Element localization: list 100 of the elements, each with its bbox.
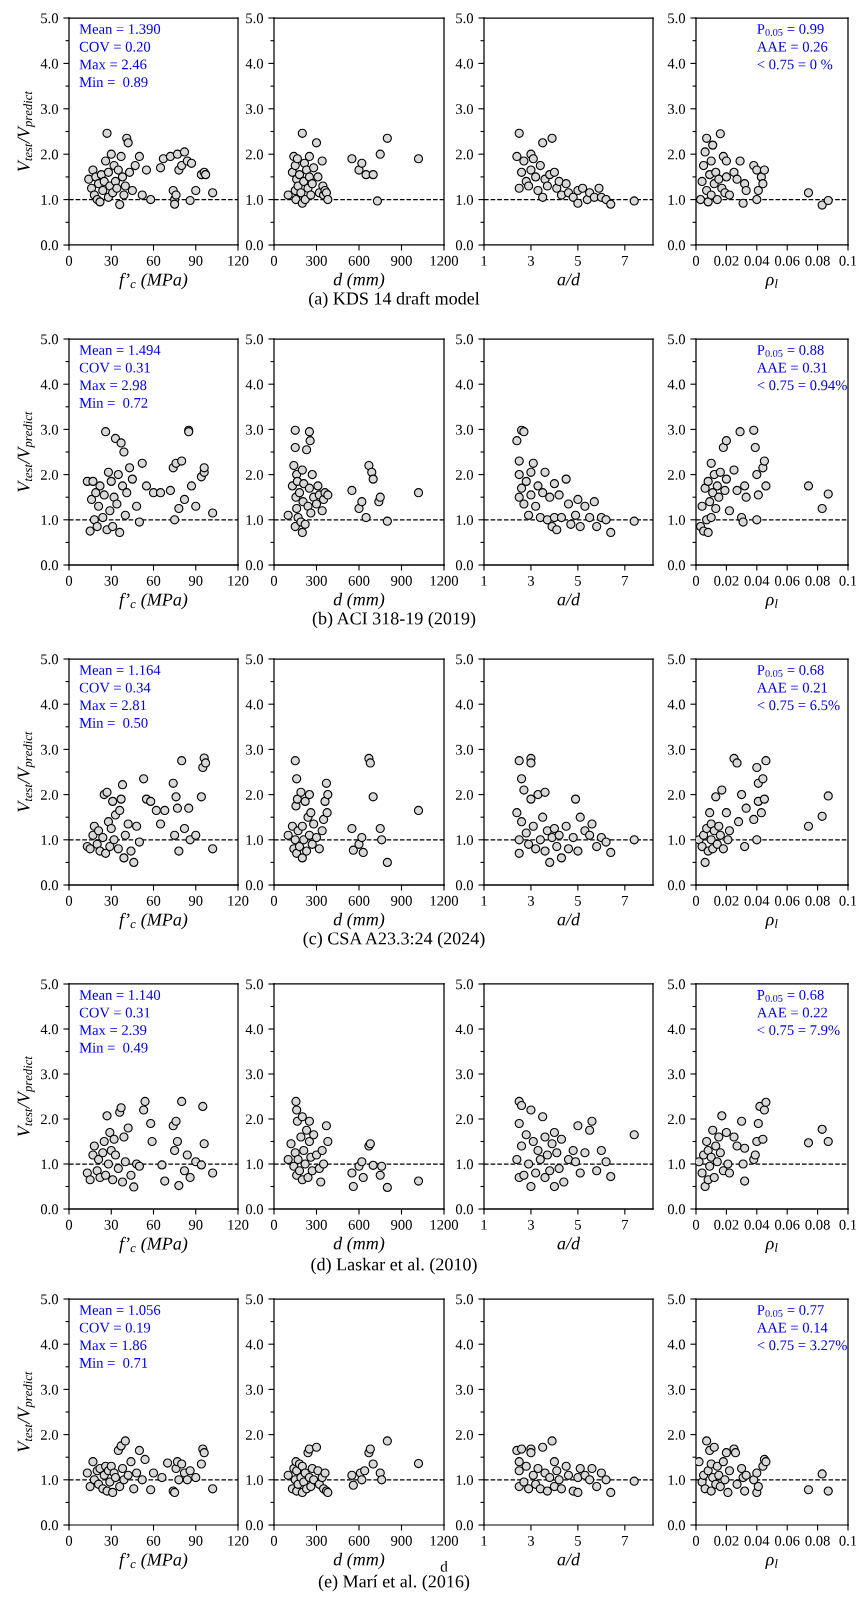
x-tick-label: 0 bbox=[65, 575, 73, 586]
x-tick-label: 0.06 bbox=[775, 895, 800, 906]
y-tick-label: 2.0 bbox=[245, 1429, 264, 1440]
x-tick-label: 0.1 bbox=[839, 255, 857, 266]
x-tick-label: 30 bbox=[104, 1219, 118, 1230]
x-tick-label: 5 bbox=[575, 575, 581, 586]
y-tick-label: 3.0 bbox=[246, 104, 264, 115]
x-tick-label: 600 bbox=[348, 575, 370, 586]
x-tick-label: 1200 bbox=[430, 1535, 459, 1546]
x-tick-label: 1 bbox=[481, 255, 487, 266]
y-tick-label: 4.0 bbox=[245, 699, 264, 710]
y-tick-label: 3.0 bbox=[668, 104, 686, 115]
x-axis-title: a/d bbox=[557, 1236, 581, 1250]
y-axis-title: V$_{test}$/V$_{predict}$ bbox=[17, 1055, 35, 1137]
y-tick-label: 1.0 bbox=[668, 515, 686, 526]
y-tick-label: 4.0 bbox=[667, 699, 686, 710]
annotation: Mean = 1.140 bbox=[79, 990, 161, 1000]
annotation: Max = 2.39 bbox=[79, 1025, 147, 1036]
annotation: Min = 0.89 bbox=[79, 77, 148, 88]
x-tick-label: 1 bbox=[481, 575, 487, 586]
y-tick-label: 4.0 bbox=[40, 1024, 59, 1035]
y-tick-label: 3.0 bbox=[668, 1069, 686, 1080]
annotation: AAE = 0.22 bbox=[756, 1007, 827, 1018]
y-tick-label: 0.0 bbox=[245, 240, 264, 251]
x-tick-label: 90 bbox=[188, 575, 203, 586]
y-tick-label: 5.0 bbox=[246, 334, 264, 345]
y-tick-label: 3.0 bbox=[456, 104, 474, 115]
y-tick-label: 4.0 bbox=[40, 1339, 59, 1350]
y-tick-label: 4.0 bbox=[40, 58, 59, 69]
y-tick-label: 0.0 bbox=[245, 560, 264, 571]
annotation: COV = 0.34 bbox=[79, 682, 151, 693]
annotation: < 0.75 = 6.5% bbox=[757, 700, 840, 711]
x-tick-label: 0 bbox=[65, 895, 73, 906]
y-tick-label: 2.0 bbox=[40, 469, 59, 480]
y-tick-label: 2.0 bbox=[455, 789, 474, 800]
y-tick-label: 3.0 bbox=[246, 424, 264, 435]
y-tick-label: 5.0 bbox=[668, 654, 686, 665]
x-tick-label: 3 bbox=[528, 895, 535, 906]
y-tick-label: 0.0 bbox=[667, 1204, 686, 1215]
y-tick-label: 4.0 bbox=[455, 58, 474, 69]
y-tick-label: 2.0 bbox=[667, 1429, 686, 1440]
y-tick-label: 2.0 bbox=[245, 149, 264, 160]
x-axis-title: f’$_{c}$ (MPa) bbox=[119, 272, 188, 290]
annotation: AAE = 0.31 bbox=[756, 362, 827, 373]
y-tick-label: 2.0 bbox=[40, 149, 59, 160]
y-tick-label: 5.0 bbox=[246, 13, 264, 24]
x-axis-title: ρ$_{l}$ bbox=[765, 1240, 778, 1254]
annotation: P$_{0.05}$ = 0.99 bbox=[757, 24, 824, 36]
x-tick-label: 7 bbox=[622, 255, 629, 266]
annotation: AAE = 0.14 bbox=[756, 1322, 828, 1333]
y-tick-label: 1.0 bbox=[456, 1475, 474, 1486]
y-tick-label: 0.0 bbox=[245, 1204, 264, 1215]
x-tick-label: 0.1 bbox=[839, 575, 857, 586]
x-tick-label: 3 bbox=[528, 1535, 535, 1546]
y-tick-label: 1.0 bbox=[246, 194, 264, 205]
y-tick-label: 1.0 bbox=[668, 1475, 686, 1486]
y-tick-label: 4.0 bbox=[40, 379, 59, 390]
x-tick-label: 0 bbox=[692, 1219, 700, 1230]
text: (b) ACI 318-19 (2019) bbox=[312, 611, 476, 629]
x-tick-label: 900 bbox=[391, 255, 412, 266]
y-tick-label: 1.0 bbox=[246, 835, 264, 846]
y-tick-label: 0.0 bbox=[667, 240, 686, 251]
x-tick-label: 0.06 bbox=[775, 1219, 800, 1230]
y-tick-label: 3.0 bbox=[41, 744, 59, 755]
annotation: < 0.75 = 3.27% bbox=[757, 1340, 847, 1351]
y-tick-label: 1.0 bbox=[246, 1475, 264, 1486]
y-axis-title: V$_{test}$/V$_{predict}$ bbox=[17, 90, 35, 172]
y-tick-label: 4.0 bbox=[667, 1024, 686, 1035]
x-tick-label: 60 bbox=[146, 895, 161, 906]
x-tick-label: 0 bbox=[65, 255, 73, 266]
x-tick-label: 0.1 bbox=[839, 895, 857, 906]
y-tick-label: 5.0 bbox=[456, 654, 474, 665]
y-tick-label: 3.0 bbox=[456, 1069, 474, 1080]
y-tick-label: 1.0 bbox=[246, 1159, 264, 1170]
y-tick-label: 1.0 bbox=[456, 194, 474, 205]
x-tick-label: 0.08 bbox=[805, 255, 830, 266]
y-tick-label: 2.0 bbox=[40, 1429, 59, 1440]
x-tick-label: 120 bbox=[228, 575, 249, 586]
y-tick-label: 1.0 bbox=[668, 1159, 686, 1170]
x-axis-title: a/d bbox=[557, 592, 581, 606]
x-tick-label: 120 bbox=[228, 1535, 249, 1546]
x-axis-title: d (mm) bbox=[333, 912, 385, 930]
x-axis-title: ρ$_{l}$ bbox=[765, 596, 778, 610]
y-tick-label: 1.0 bbox=[668, 194, 686, 205]
x-tick-label: 1200 bbox=[430, 895, 459, 906]
x-tick-label: 120 bbox=[228, 1219, 249, 1230]
annotation: Mean = 1.494 bbox=[79, 345, 161, 355]
x-tick-label: 1200 bbox=[430, 255, 459, 266]
annotation: Min = 0.71 bbox=[79, 1357, 148, 1368]
annotation: Max = 1.86 bbox=[79, 1340, 147, 1351]
x-axis-title: d (mm) bbox=[333, 1552, 385, 1570]
x-tick-label: 90 bbox=[188, 895, 203, 906]
x-tick-label: 0.06 bbox=[775, 255, 800, 266]
y-tick-label: 0.0 bbox=[245, 1520, 264, 1531]
x-tick-label: 0 bbox=[270, 1219, 278, 1230]
y-tick-label: 5.0 bbox=[668, 979, 686, 990]
annotation: COV = 0.20 bbox=[79, 41, 151, 52]
y-tick-label: 1.0 bbox=[41, 1159, 59, 1170]
y-tick-label: 2.0 bbox=[667, 1114, 686, 1125]
y-tick-label: 4.0 bbox=[455, 699, 474, 710]
